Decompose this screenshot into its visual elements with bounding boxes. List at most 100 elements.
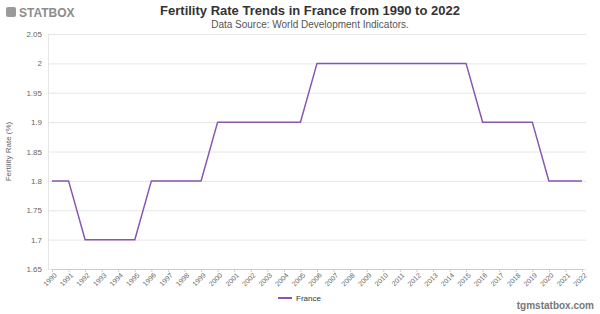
x-tick: 2015 (456, 269, 472, 287)
y-tick-label: 1.8 (31, 177, 43, 186)
logo-icon (6, 7, 16, 17)
y-axis-line (49, 35, 587, 270)
x-tick-label: 1995 (125, 271, 141, 287)
y-tick: 1.85 (26, 148, 586, 157)
x-tick-label: 2015 (456, 271, 472, 287)
x-tick-label: 2009 (357, 271, 373, 287)
subtitle: Data Source: World Development Indicator… (211, 19, 409, 30)
grid-line (48, 93, 586, 94)
x-tick-label: 1994 (108, 271, 124, 287)
y-tick: 2.05 (26, 30, 586, 39)
plot-area (52, 63, 582, 239)
x-tick-label: 2004 (274, 271, 290, 287)
x-tick: 2014 (439, 269, 455, 287)
x-tick: 1995 (125, 269, 141, 287)
x-tick-label: 2019 (522, 271, 538, 287)
legend-swatch (278, 297, 292, 299)
x-tick-label: 2011 (390, 271, 406, 287)
x-tick-label: 2016 (473, 271, 489, 287)
x-tick-label: 2003 (257, 271, 273, 287)
x-tick-label: 1991 (59, 271, 75, 287)
series-line (52, 63, 582, 239)
x-tick-label: 1993 (92, 271, 108, 287)
x-tick-label: 2018 (506, 271, 522, 287)
y-tick-label: 2 (38, 59, 43, 68)
x-tick-label: 2000 (208, 271, 224, 287)
x-tick: 2006 (307, 269, 323, 287)
x-axis: 1990199119921993199419951996199719981999… (42, 269, 588, 287)
x-tick-label: 2012 (406, 271, 422, 287)
x-tick: 2008 (340, 269, 356, 287)
x-tick-label: 1996 (141, 271, 157, 287)
x-tick-label: 2013 (423, 271, 439, 287)
y-tick-label: 1.85 (26, 148, 42, 157)
logo: STATBOX (6, 6, 75, 20)
x-tick: 1996 (141, 269, 157, 287)
x-tick: 2020 (539, 269, 555, 287)
x-tick: 2002 (241, 269, 257, 287)
x-tick: 2018 (506, 269, 522, 287)
x-tick: 2003 (257, 269, 273, 287)
x-tick: 2022 (572, 269, 588, 287)
x-tick-label: 2002 (241, 271, 257, 287)
x-tick: 1999 (191, 269, 207, 287)
logo-text: STATBOX (19, 6, 75, 20)
y-tick: 1.75 (26, 206, 586, 215)
x-tick-label: 2022 (572, 271, 588, 287)
x-tick-label: 2010 (373, 271, 389, 287)
legend-item: France (278, 294, 321, 303)
x-tick-label: 2017 (489, 271, 505, 287)
y-axis-title: Fertility Rate (%) (4, 121, 13, 181)
y-tick-label: 1.95 (26, 89, 42, 98)
x-tick: 2012 (406, 269, 422, 287)
grid-line (48, 34, 586, 35)
x-tick-label: 2001 (224, 271, 240, 287)
x-tick: 2021 (555, 269, 571, 287)
y-tick-label: 1.9 (31, 118, 43, 127)
grid-line (48, 181, 586, 182)
x-tick-label: 1998 (174, 271, 190, 287)
x-tick-label: 2014 (439, 271, 455, 287)
x-tick-label: 1992 (75, 271, 91, 287)
x-tick: 2013 (423, 269, 439, 287)
x-tick-label: 2006 (307, 271, 323, 287)
x-tick: 2005 (290, 269, 306, 287)
grid-line (48, 152, 586, 153)
x-tick: 1992 (75, 269, 91, 287)
y-tick-label: 1.75 (26, 206, 42, 215)
x-tick: 1991 (59, 269, 75, 287)
x-tick-label: 2005 (290, 271, 306, 287)
x-tick: 1997 (158, 269, 174, 287)
x-tick: 2017 (489, 269, 505, 287)
x-tick-label: 2008 (340, 271, 356, 287)
x-tick: 2001 (224, 269, 240, 287)
legend-label: France (296, 294, 321, 303)
y-axis: 1.65 1.7 1.75 1.8 1.85 1.9 1.95 2 2.05 (26, 30, 586, 274)
x-tick: 2016 (473, 269, 489, 287)
x-tick-label: 2007 (324, 271, 340, 287)
y-tick: 1.65 (26, 265, 586, 274)
x-tick: 2000 (208, 269, 224, 287)
x-tick-label: 1999 (191, 271, 207, 287)
x-tick-label: 1990 (42, 271, 58, 287)
footer: tgmstatbox.com (517, 300, 594, 311)
y-tick: 2 (38, 59, 586, 68)
x-tick-label: 1997 (158, 271, 174, 287)
y-tick-label: 1.65 (26, 265, 42, 274)
x-tick: 1990 (42, 269, 58, 287)
x-tick: 2004 (274, 269, 290, 287)
x-tick: 2009 (357, 269, 373, 287)
y-tick-label: 1.7 (31, 236, 43, 245)
x-tick: 2007 (324, 269, 340, 287)
x-tick: 2010 (373, 269, 389, 287)
x-tick: 2019 (522, 269, 538, 287)
x-tick: 1993 (92, 269, 108, 287)
x-tick-label: 2021 (555, 271, 571, 287)
grid-line (48, 210, 586, 211)
y-tick: 1.95 (26, 89, 586, 98)
y-tick-label: 2.05 (26, 30, 42, 39)
x-tick: 2011 (390, 269, 406, 287)
legend: France (278, 294, 321, 303)
x-tick: 1994 (108, 269, 124, 287)
y-tick: 1.8 (31, 177, 586, 186)
